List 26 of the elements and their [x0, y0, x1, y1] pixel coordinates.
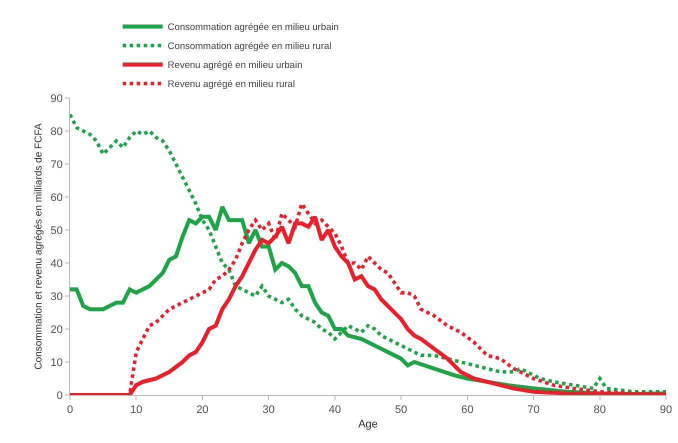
- y-tick-label: 80: [50, 126, 63, 138]
- x-tick-label: 90: [660, 404, 672, 416]
- y-tick-label: 70: [50, 158, 63, 171]
- x-tick-label: 50: [394, 404, 408, 416]
- y-axis-title: Consommation et revenu agrégés en milliards de FCFA: [34, 123, 45, 370]
- x-tick-label: 20: [196, 404, 209, 416]
- legend-label: Revenu agrégé en milieu urbain: [168, 60, 302, 72]
- x-tick-label: 80: [594, 404, 606, 416]
- y-tick-label: 40: [50, 258, 63, 270]
- x-tick-label: 10: [130, 404, 142, 416]
- y-tick-label: 90: [50, 92, 63, 105]
- legend-label: Consommation agrégée en milieu urbain: [168, 22, 339, 34]
- y-tick-label: 0: [56, 390, 63, 402]
- x-axis-title: Age: [358, 418, 378, 430]
- y-tick-label: 30: [50, 290, 63, 303]
- legend-label: Revenu agrégé en milieu rural: [168, 79, 295, 90]
- y-tick-label: 10: [50, 356, 63, 369]
- x-tick-label: 70: [527, 404, 540, 416]
- y-tick-label: 60: [50, 192, 63, 204]
- y-tick-label: 50: [50, 224, 63, 237]
- y-tick-label: 20: [50, 324, 63, 336]
- legend-label: Consommation agrégée en milieu rural: [168, 41, 332, 52]
- x-tick-label: 0: [66, 404, 74, 416]
- x-tick-label: 60: [461, 404, 474, 416]
- x-tick-label: 30: [262, 404, 275, 416]
- x-tick-label: 40: [328, 404, 342, 416]
